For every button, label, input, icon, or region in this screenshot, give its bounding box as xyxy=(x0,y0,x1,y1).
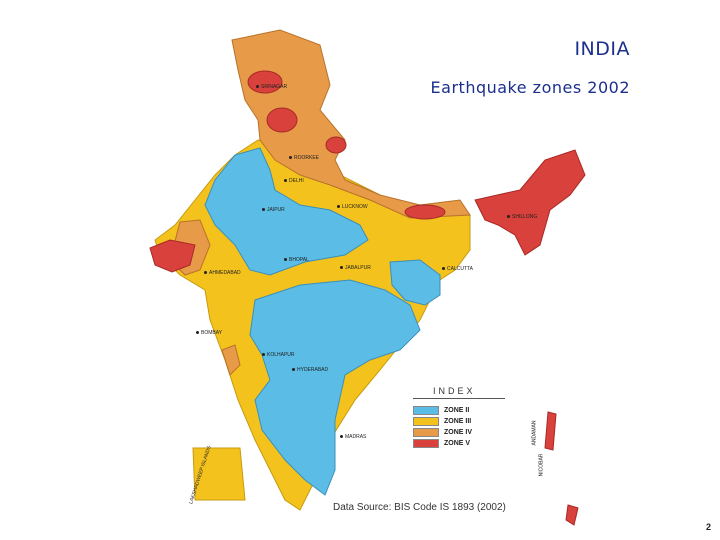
legend-swatch xyxy=(413,405,439,415)
legend-label: ZONE III xyxy=(444,417,472,425)
zone-5-kutch xyxy=(149,239,196,273)
zone-5-nicobar xyxy=(565,504,579,526)
city-marker xyxy=(262,208,265,212)
legend-item-zone-5: ZONE V xyxy=(413,438,553,448)
city-ahmedabad: AHMEDABAD xyxy=(204,270,241,276)
zone-4-north xyxy=(231,29,471,219)
zone-4-konkan xyxy=(221,344,241,376)
city-jaipur: JAIPUR xyxy=(262,207,285,213)
city-marker xyxy=(340,435,343,439)
zone-5-himachal xyxy=(266,107,298,133)
zone-2-chhattisgarh xyxy=(389,259,441,306)
page-number: 2 xyxy=(705,522,711,532)
map-title: INDIA xyxy=(574,38,630,60)
city-bhopal: BHOPAL xyxy=(284,257,309,263)
data-source: Data Source: BIS Code IS 1893 (2002) xyxy=(333,502,506,513)
legend-item-zone-4: ZONE IV xyxy=(413,427,553,437)
city-marker xyxy=(292,368,295,372)
map-subtitle: Earthquake zones 2002 xyxy=(430,78,630,97)
city-jabalpur: JABALPUR xyxy=(340,265,371,271)
label-nicobar: NICOBAR xyxy=(538,453,545,477)
city-marker xyxy=(262,353,265,357)
zone-3-lakshadweep xyxy=(192,447,246,501)
legend-swatch xyxy=(413,416,439,426)
city-marker xyxy=(284,258,287,262)
city-marker xyxy=(284,179,287,183)
city-delhi: DELHI xyxy=(284,178,304,184)
city-marker xyxy=(196,331,199,335)
legend-item-zone-3: ZONE III xyxy=(413,416,553,426)
legend-divider xyxy=(413,398,505,399)
city-marker xyxy=(340,266,343,270)
city-marker xyxy=(204,271,207,275)
city-marker xyxy=(256,85,259,89)
city-marker xyxy=(337,205,340,209)
legend-swatch xyxy=(413,438,439,448)
legend-swatch xyxy=(413,427,439,437)
city-shillong: SHILLONG xyxy=(507,214,537,220)
city-bombay: BOMBAY xyxy=(196,330,222,336)
city-kolhapur: KOLHAPUR xyxy=(262,352,295,358)
legend-title: INDEX xyxy=(433,386,476,396)
legend-label: ZONE II xyxy=(444,406,470,414)
zone-2-rajasthan xyxy=(204,147,369,276)
city-srinagar: SRINAGAR xyxy=(256,84,287,90)
legend-item-zone-2: ZONE II xyxy=(413,405,553,415)
city-marker xyxy=(442,267,445,271)
legend-label: ZONE V xyxy=(444,439,471,447)
zone-5-northeast xyxy=(474,149,586,256)
city-madras: MADRAS xyxy=(340,434,366,440)
map-legend: INDEX ZONE II ZONE III ZONE IV ZONE V xyxy=(413,386,553,449)
zone-5-andaman xyxy=(544,411,557,451)
zone-5-bihar xyxy=(404,204,446,220)
city-marker xyxy=(289,156,292,160)
legend-label: ZONE IV xyxy=(444,428,473,436)
city-hyderabad: HYDERABAD xyxy=(292,367,328,373)
zone-5-uttarakhand xyxy=(325,136,347,154)
city-marker xyxy=(507,215,510,219)
zone-2-deccan xyxy=(249,279,421,496)
city-calcutta: CALCUTTA xyxy=(442,266,473,272)
city-lucknow: LUCKNOW xyxy=(337,204,368,210)
city-roorkee: ROORKEE xyxy=(289,155,319,161)
